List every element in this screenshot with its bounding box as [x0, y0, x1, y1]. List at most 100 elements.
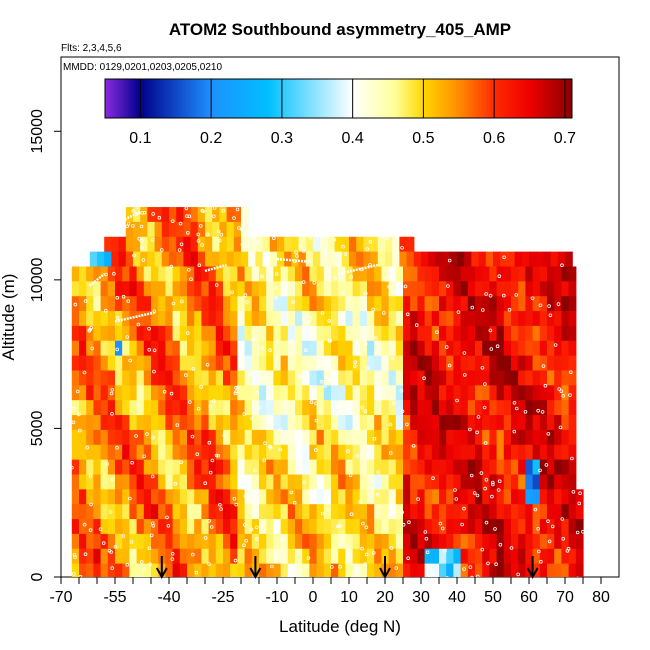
- y-tick-label: 0: [29, 572, 46, 581]
- heatmap-cell: [525, 400, 534, 416]
- sample-point: [131, 224, 135, 228]
- sample-point: [110, 566, 114, 570]
- colorbar: 0.1 0.2 0.3 0.4 0.5 0.6 0.7: [104, 78, 576, 147]
- heatmap-cell: [489, 325, 498, 342]
- heatmap-cell: [295, 548, 303, 565]
- heatmap-cell: [518, 474, 526, 490]
- heatmap-cell: [273, 370, 282, 386]
- heatmap-cell: [287, 474, 296, 490]
- sample-point: [533, 507, 538, 512]
- heatmap-cell: [511, 489, 519, 505]
- heatmap-cell: [518, 325, 526, 342]
- heatmap-cell: [511, 504, 519, 520]
- heatmap-cell: [223, 474, 231, 490]
- heatmap-cell: [136, 533, 145, 550]
- sample-point: [358, 500, 363, 504]
- heatmap-cell: [190, 221, 199, 238]
- heatmap-cell: [367, 429, 375, 446]
- heatmap-cell: [489, 548, 498, 565]
- sample-point: [232, 216, 236, 220]
- heatmap-cell: [197, 236, 206, 253]
- heatmap-cell: [79, 266, 87, 282]
- flight-track: [276, 257, 314, 264]
- heatmap-cell: [302, 519, 310, 535]
- heatmap-cell: [352, 266, 361, 282]
- y-axis-label: Altitude (m): [0, 274, 18, 361]
- heatmap-cell: [482, 533, 490, 550]
- heatmap-cell: [273, 311, 282, 327]
- heatmap-cell: [237, 311, 246, 327]
- heatmap-cell: [511, 296, 519, 312]
- sample-point: [544, 463, 549, 467]
- x-axis: -70 -55 -40 -25 -10 0 10 20 30 40 50 60 70 80: [49, 577, 610, 606]
- heatmap-cell: [244, 415, 253, 431]
- heatmap-cell: [287, 504, 296, 520]
- sample-point: [323, 383, 328, 388]
- heatmap-cell: [93, 266, 102, 282]
- heatmap-cell: [266, 474, 274, 490]
- heatmap-cell: [129, 504, 138, 520]
- heatmap-cell: [183, 221, 192, 238]
- sample-point: [191, 367, 196, 371]
- heatmap-cell: [439, 548, 447, 565]
- heatmap-cell: [86, 266, 94, 282]
- sample-point: [559, 389, 564, 394]
- heatmap-cell: [367, 459, 375, 476]
- heatmap-cell: [561, 415, 570, 431]
- heatmap-cell: [359, 296, 368, 312]
- heatmap-cell: [241, 207, 249, 223]
- heatmap-cell: [554, 355, 562, 372]
- heatmap-cell: [273, 340, 282, 357]
- heatmap-cell: [453, 533, 462, 550]
- heatmap-cell: [100, 504, 109, 520]
- heatmap-cell: [352, 533, 361, 550]
- heatmap-cell: [241, 251, 249, 268]
- sample-point: [561, 536, 565, 541]
- heatmap-cell: [323, 519, 332, 535]
- heatmap-cell: [323, 489, 332, 505]
- heatmap-cell: [244, 474, 253, 490]
- heatmap-cell: [298, 236, 307, 253]
- heatmap-cell: [338, 563, 346, 577]
- heatmap-cell: [215, 385, 224, 401]
- heatmap-cell: [280, 385, 289, 401]
- sample-point: [453, 488, 457, 492]
- heatmap-cell: [518, 340, 526, 357]
- heatmap-cell: [532, 266, 541, 282]
- heatmap-cell: [215, 533, 224, 550]
- heatmap-cell: [525, 296, 534, 312]
- sample-point: [323, 251, 328, 256]
- heatmap-cell: [165, 563, 174, 577]
- heatmap-cell: [424, 400, 433, 416]
- sample-point: [291, 300, 295, 304]
- heatmap-cell: [316, 563, 325, 577]
- heatmap-cell: [331, 459, 339, 476]
- heatmap-cell: [345, 266, 354, 282]
- heatmap-cell: [460, 385, 469, 401]
- sample-point: [279, 538, 284, 542]
- heatmap-cell: [187, 474, 195, 490]
- heatmap-cell: [179, 325, 188, 342]
- heatmap-cell: [71, 533, 80, 550]
- heatmap-cell: [568, 400, 577, 416]
- heatmap-cell: [197, 221, 206, 238]
- heatmap-cell: [547, 548, 555, 565]
- heatmap-cell: [370, 251, 379, 268]
- heatmap-cell: [129, 400, 138, 416]
- sample-point: [385, 236, 390, 241]
- heatmap-cell: [172, 311, 181, 327]
- heatmap-cell: [460, 266, 469, 282]
- heatmap-cell: [212, 221, 220, 238]
- heatmap-cell: [251, 474, 260, 490]
- heatmap-cell: [345, 548, 354, 565]
- heatmap-cell: [475, 563, 483, 577]
- sample-point: [431, 476, 435, 481]
- sample-point: [289, 490, 294, 495]
- sample-point: [206, 232, 210, 237]
- heatmap-cell: [431, 266, 440, 282]
- heatmap-cell: [194, 385, 202, 401]
- heatmap-cell: [136, 281, 145, 297]
- heatmap-cell: [395, 325, 404, 342]
- heatmap-cell: [79, 311, 87, 327]
- heatmap-cell: [302, 296, 310, 312]
